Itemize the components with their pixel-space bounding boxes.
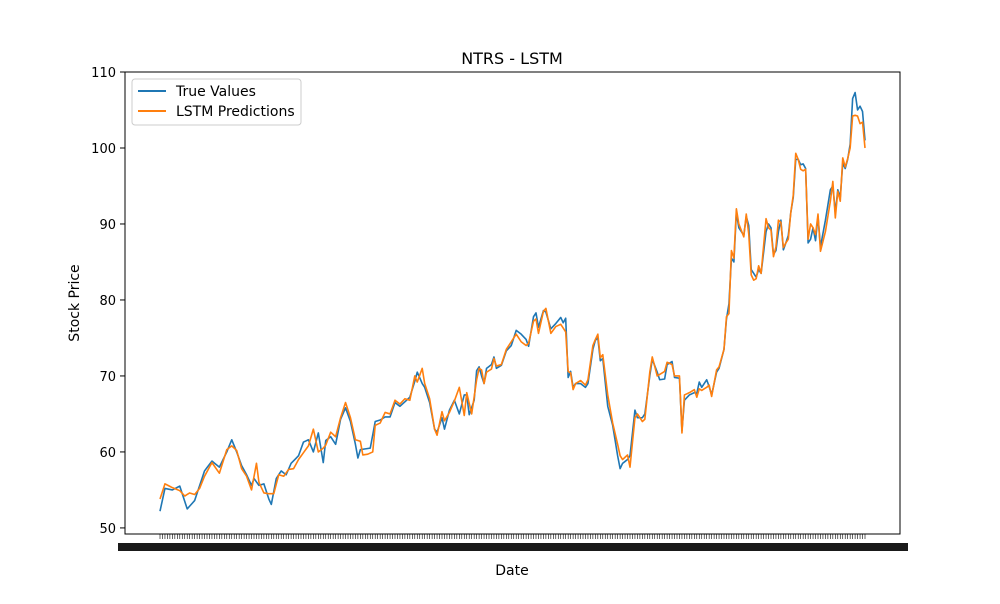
legend-label-lstm-predictions: LSTM Predictions	[176, 104, 295, 120]
x-axis-label: Date	[495, 563, 528, 579]
y-axis-label: Stock Price	[67, 264, 83, 341]
series-layer	[159, 91, 866, 512]
y-tick-label: 80	[99, 294, 116, 309]
legend-box	[131, 78, 302, 126]
legend-label-true-values: True Values	[175, 84, 256, 100]
x-tick-label-band	[118, 543, 908, 551]
y-tick-label: 70	[99, 370, 116, 385]
y-tick-label: 60	[99, 446, 116, 461]
y-tick-label: 90	[99, 218, 116, 233]
plot-area	[125, 72, 900, 534]
chart-title: NTRS - LSTM	[461, 49, 563, 68]
x-axis	[118, 534, 908, 551]
y-tick-label: 50	[99, 522, 116, 537]
plot-frame	[124, 71, 901, 535]
series-line-lstm-predictions	[159, 114, 866, 500]
legend: True Values LSTM Predictions	[131, 78, 302, 126]
y-tick-label: 100	[91, 142, 116, 157]
y-tick-label: 110	[91, 66, 116, 81]
x-ticks	[159, 534, 866, 539]
y-axis: 50 60 70 80 90 100 110	[91, 66, 125, 537]
